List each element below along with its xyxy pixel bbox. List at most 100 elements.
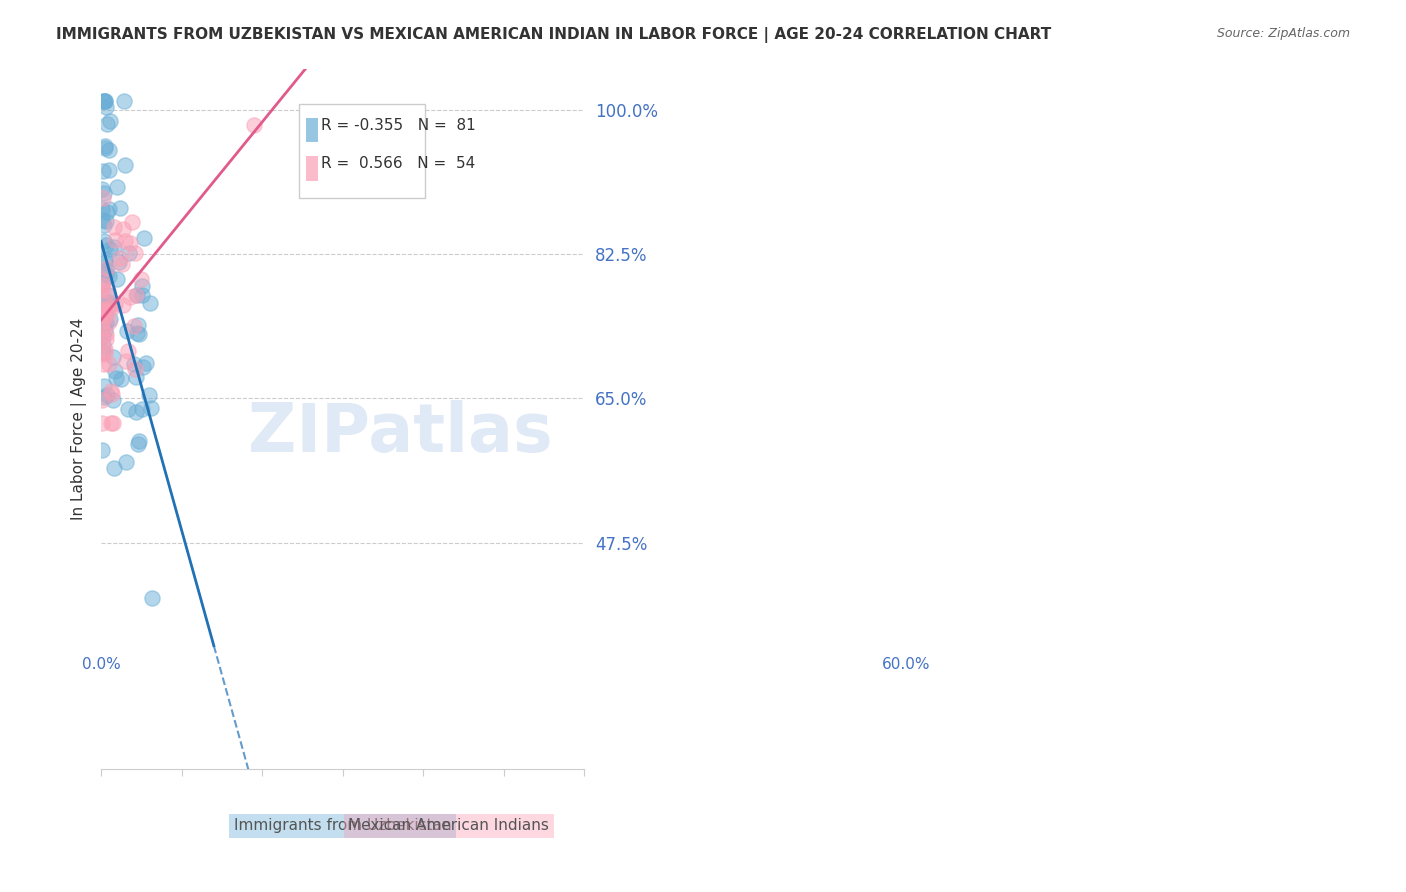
- Point: [139, 295, 162, 310]
- Point: [121, 215, 143, 229]
- Text: Immigrants from Uzbekistan: Immigrants from Uzbekistan: [233, 818, 451, 833]
- Point: [125, 288, 148, 302]
- Y-axis label: In Labor Force | Age 20-24: In Labor Force | Age 20-24: [72, 318, 87, 520]
- Point: [103, 350, 125, 364]
- Point: [96, 261, 118, 276]
- Point: [132, 359, 155, 374]
- Point: [90, 329, 112, 343]
- Point: [97, 268, 120, 283]
- Point: [115, 353, 138, 368]
- FancyBboxPatch shape: [307, 118, 318, 142]
- Point: [127, 437, 149, 451]
- Point: [94, 140, 117, 154]
- Point: [122, 318, 145, 333]
- Point: [94, 238, 117, 252]
- Point: [108, 201, 131, 215]
- Point: [101, 386, 124, 401]
- Text: R =  0.566   N =  54: R = 0.566 N = 54: [321, 156, 475, 171]
- Point: [103, 219, 125, 234]
- Text: 0.0%: 0.0%: [82, 657, 121, 673]
- Point: [93, 338, 115, 352]
- Point: [97, 288, 120, 302]
- Point: [107, 255, 129, 269]
- Point: [138, 388, 160, 402]
- Point: [104, 364, 127, 378]
- Point: [93, 95, 115, 109]
- Point: [90, 303, 112, 318]
- Point: [98, 242, 121, 256]
- Point: [129, 272, 152, 286]
- Point: [91, 95, 114, 109]
- Point: [93, 305, 115, 319]
- Point: [125, 288, 148, 302]
- Point: [111, 298, 134, 312]
- Point: [98, 315, 121, 329]
- Point: [90, 278, 112, 293]
- Point: [112, 95, 135, 109]
- Point: [90, 202, 112, 216]
- Text: Mexican American Indians: Mexican American Indians: [349, 818, 550, 833]
- Point: [94, 322, 117, 336]
- Point: [103, 240, 125, 254]
- Point: [94, 316, 117, 330]
- Point: [105, 272, 128, 286]
- Point: [96, 205, 118, 219]
- Point: [120, 236, 142, 251]
- Point: [94, 213, 117, 227]
- Point: [118, 246, 141, 260]
- Point: [93, 191, 115, 205]
- Point: [96, 295, 118, 310]
- Point: [98, 163, 121, 178]
- Point: [94, 267, 117, 281]
- Point: [98, 357, 121, 371]
- Point: [93, 219, 115, 233]
- Point: [94, 95, 117, 109]
- Point: [128, 326, 150, 341]
- Point: [115, 324, 138, 338]
- Text: 60.0%: 60.0%: [882, 657, 931, 673]
- Point: [131, 401, 153, 416]
- Point: [108, 251, 131, 265]
- Point: [90, 283, 112, 297]
- Point: [93, 357, 115, 371]
- Point: [120, 290, 142, 304]
- Point: [100, 302, 122, 317]
- Point: [96, 333, 118, 347]
- Point: [91, 287, 114, 301]
- Point: [90, 392, 112, 407]
- Point: [103, 393, 125, 408]
- Point: [131, 279, 153, 293]
- Point: [111, 257, 134, 271]
- Point: [91, 443, 114, 458]
- Point: [243, 118, 266, 132]
- Point: [97, 202, 120, 217]
- Point: [117, 343, 139, 358]
- Point: [104, 233, 127, 247]
- Point: [114, 235, 136, 249]
- Point: [91, 344, 114, 359]
- Point: [128, 434, 150, 449]
- Point: [93, 316, 115, 330]
- Point: [91, 163, 114, 178]
- Point: [135, 356, 157, 370]
- Point: [94, 95, 117, 109]
- Point: [97, 284, 120, 298]
- Point: [93, 304, 115, 318]
- Point: [90, 277, 112, 292]
- Text: R = -0.355   N =  81: R = -0.355 N = 81: [321, 118, 475, 133]
- Point: [104, 371, 127, 385]
- Point: [125, 405, 148, 419]
- Point: [96, 388, 118, 402]
- Point: [103, 460, 125, 475]
- Point: [98, 143, 121, 157]
- Point: [98, 312, 121, 326]
- Point: [111, 222, 134, 236]
- Point: [91, 346, 114, 360]
- Point: [96, 263, 118, 277]
- Point: [94, 327, 117, 342]
- Point: [93, 310, 115, 324]
- Point: [90, 322, 112, 336]
- Point: [131, 288, 153, 302]
- Point: [94, 100, 117, 114]
- Point: [93, 235, 115, 249]
